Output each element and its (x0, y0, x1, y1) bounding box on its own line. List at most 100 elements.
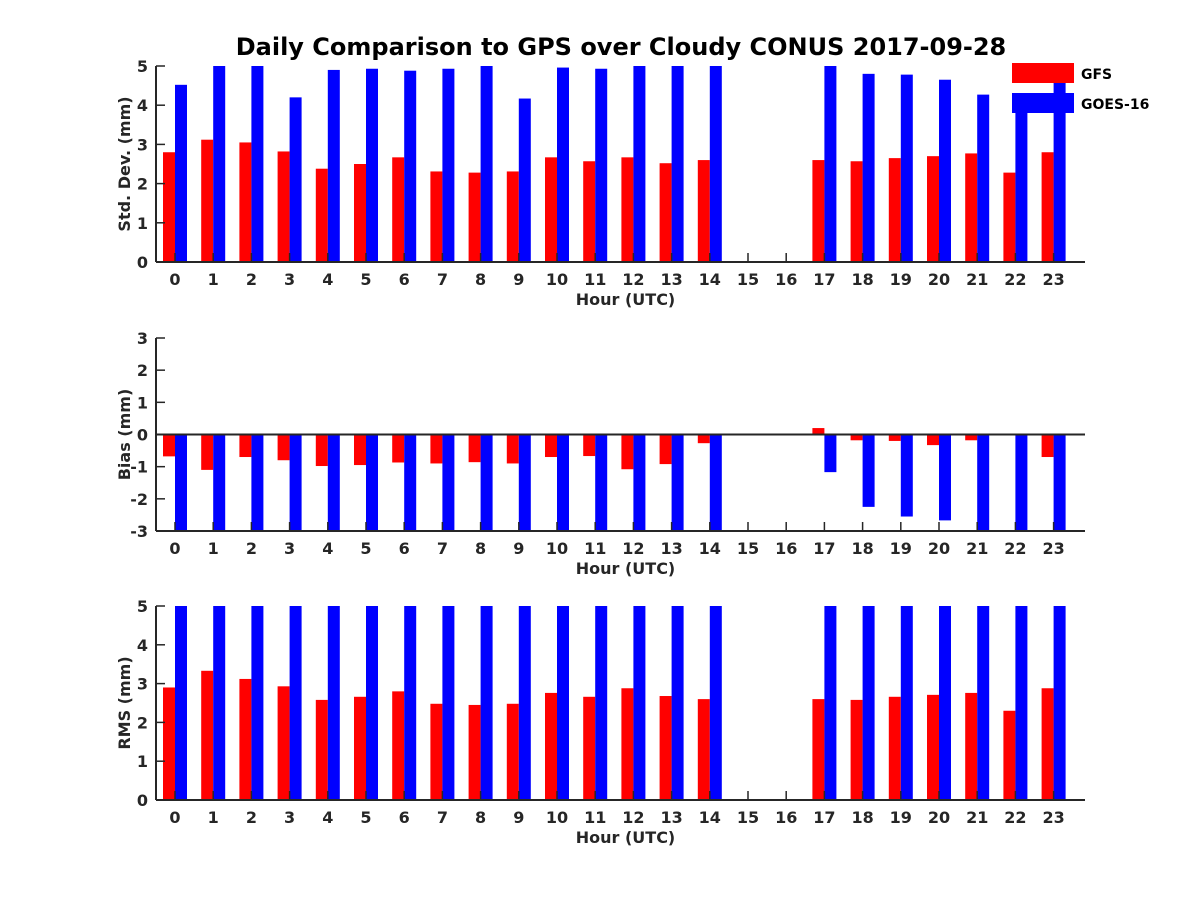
x-tick-label: 22 (1004, 270, 1026, 289)
legend-label: GOES-16 (1081, 97, 1149, 113)
bar-gfs-5 (354, 696, 366, 800)
bar-gfs-8 (468, 172, 481, 262)
bar-goes16-18 (862, 606, 875, 800)
bar-goes16-13 (671, 66, 684, 262)
bar-goes16-9 (518, 98, 531, 262)
x-tick-label: 21 (966, 539, 988, 558)
bar-gfs-11 (583, 696, 596, 800)
y-tick-label: 2 (137, 175, 148, 194)
x-tick-label: 13 (660, 808, 682, 827)
bar-goes16-20 (939, 606, 951, 800)
x-tick-label: 17 (813, 808, 835, 827)
bar-gfs-4 (315, 699, 328, 800)
bar-goes16-7 (442, 434, 455, 531)
bar-goes16-22 (1015, 434, 1028, 531)
bar-goes16-6 (404, 606, 417, 800)
bar-gfs-10 (545, 692, 557, 800)
x-tick-label: 10 (546, 539, 568, 558)
bar-gfs-20 (927, 694, 939, 800)
bar-goes16-8 (480, 66, 493, 262)
x-tick-label: 3 (284, 539, 295, 558)
x-tick-label: 23 (1042, 539, 1064, 558)
x-axis-label: Hour (UTC) (576, 828, 676, 847)
bar-goes16-21 (977, 94, 990, 262)
bar-gfs-11 (583, 161, 596, 262)
y-tick-label: 2 (137, 713, 148, 732)
y-tick-label: 3 (137, 135, 148, 154)
y-tick-label: 0 (137, 253, 148, 272)
y-tick-label: -2 (130, 490, 148, 509)
bar-goes16-21 (977, 606, 990, 800)
bar-goes16-23 (1053, 80, 1066, 262)
bar-goes16-18 (862, 434, 875, 507)
bar-gfs-5 (354, 164, 366, 262)
bar-gfs-1 (201, 670, 214, 800)
bar-goes16-4 (327, 69, 340, 262)
bar-gfs-14 (697, 699, 710, 800)
bar-goes16-10 (557, 606, 569, 800)
bar-goes16-12 (633, 66, 646, 262)
bar-gfs-18 (850, 434, 863, 441)
x-tick-label: 23 (1042, 808, 1064, 827)
bar-goes16-12 (633, 606, 646, 800)
bar-goes16-5 (366, 434, 378, 531)
bar-gfs-19 (888, 696, 901, 800)
bar-goes16-0 (175, 434, 187, 531)
bar-gfs-17 (812, 428, 825, 435)
x-tick-label: 5 (360, 539, 371, 558)
bar-gfs-17 (812, 699, 825, 800)
bar-gfs-21 (965, 153, 978, 262)
x-tick-label: 15 (737, 808, 759, 827)
bar-gfs-23 (1041, 434, 1054, 458)
bar-gfs-4 (315, 434, 328, 467)
bar-gfs-13 (659, 434, 672, 465)
y-axis-label: Std. Dev. (mm) (115, 96, 134, 231)
bar-goes16-7 (442, 606, 455, 800)
bar-goes16-5 (366, 68, 378, 262)
x-tick-label: 11 (584, 270, 606, 289)
bar-gfs-17 (812, 160, 825, 262)
x-tick-label: 22 (1004, 808, 1026, 827)
bar-gfs-11 (583, 434, 596, 457)
x-tick-label: 12 (622, 539, 644, 558)
bar-gfs-22 (1003, 710, 1016, 800)
x-tick-label: 7 (437, 270, 448, 289)
bar-goes16-4 (327, 606, 340, 800)
y-tick-label: 0 (137, 791, 148, 810)
x-tick-label: 3 (284, 270, 295, 289)
x-tick-label: 4 (322, 539, 333, 558)
x-tick-label: 1 (208, 539, 219, 558)
bar-gfs-13 (659, 696, 672, 800)
bar-gfs-0 (163, 687, 175, 800)
bar-gfs-21 (965, 434, 978, 441)
y-axis-label: RMS (mm) (115, 656, 134, 749)
bar-gfs-12 (621, 157, 634, 262)
x-axis-label: Hour (UTC) (576, 290, 676, 309)
x-tick-label: 17 (813, 270, 835, 289)
bar-goes16-19 (900, 434, 913, 517)
x-tick-label: 11 (584, 539, 606, 558)
bar-goes16-13 (671, 434, 684, 531)
bar-goes16-10 (557, 67, 569, 263)
bar-gfs-19 (888, 158, 901, 262)
x-tick-label: 13 (660, 270, 682, 289)
bar-goes16-6 (404, 434, 417, 531)
bar-goes16-2 (251, 66, 264, 262)
bar-goes16-3 (289, 97, 302, 262)
bar-gfs-9 (506, 434, 519, 464)
x-tick-label: 19 (890, 808, 912, 827)
bar-gfs-8 (468, 704, 481, 800)
x-tick-label: 14 (699, 270, 721, 289)
y-tick-label: 1 (137, 752, 148, 771)
bar-goes16-22 (1015, 606, 1028, 800)
bar-gfs-18 (850, 161, 863, 262)
x-tick-label: 16 (775, 808, 797, 827)
x-tick-label: 20 (928, 539, 950, 558)
legend: GFS GOES-16 (1012, 63, 1149, 113)
x-tick-label: 2 (246, 539, 257, 558)
bar-gfs-14 (697, 434, 710, 444)
